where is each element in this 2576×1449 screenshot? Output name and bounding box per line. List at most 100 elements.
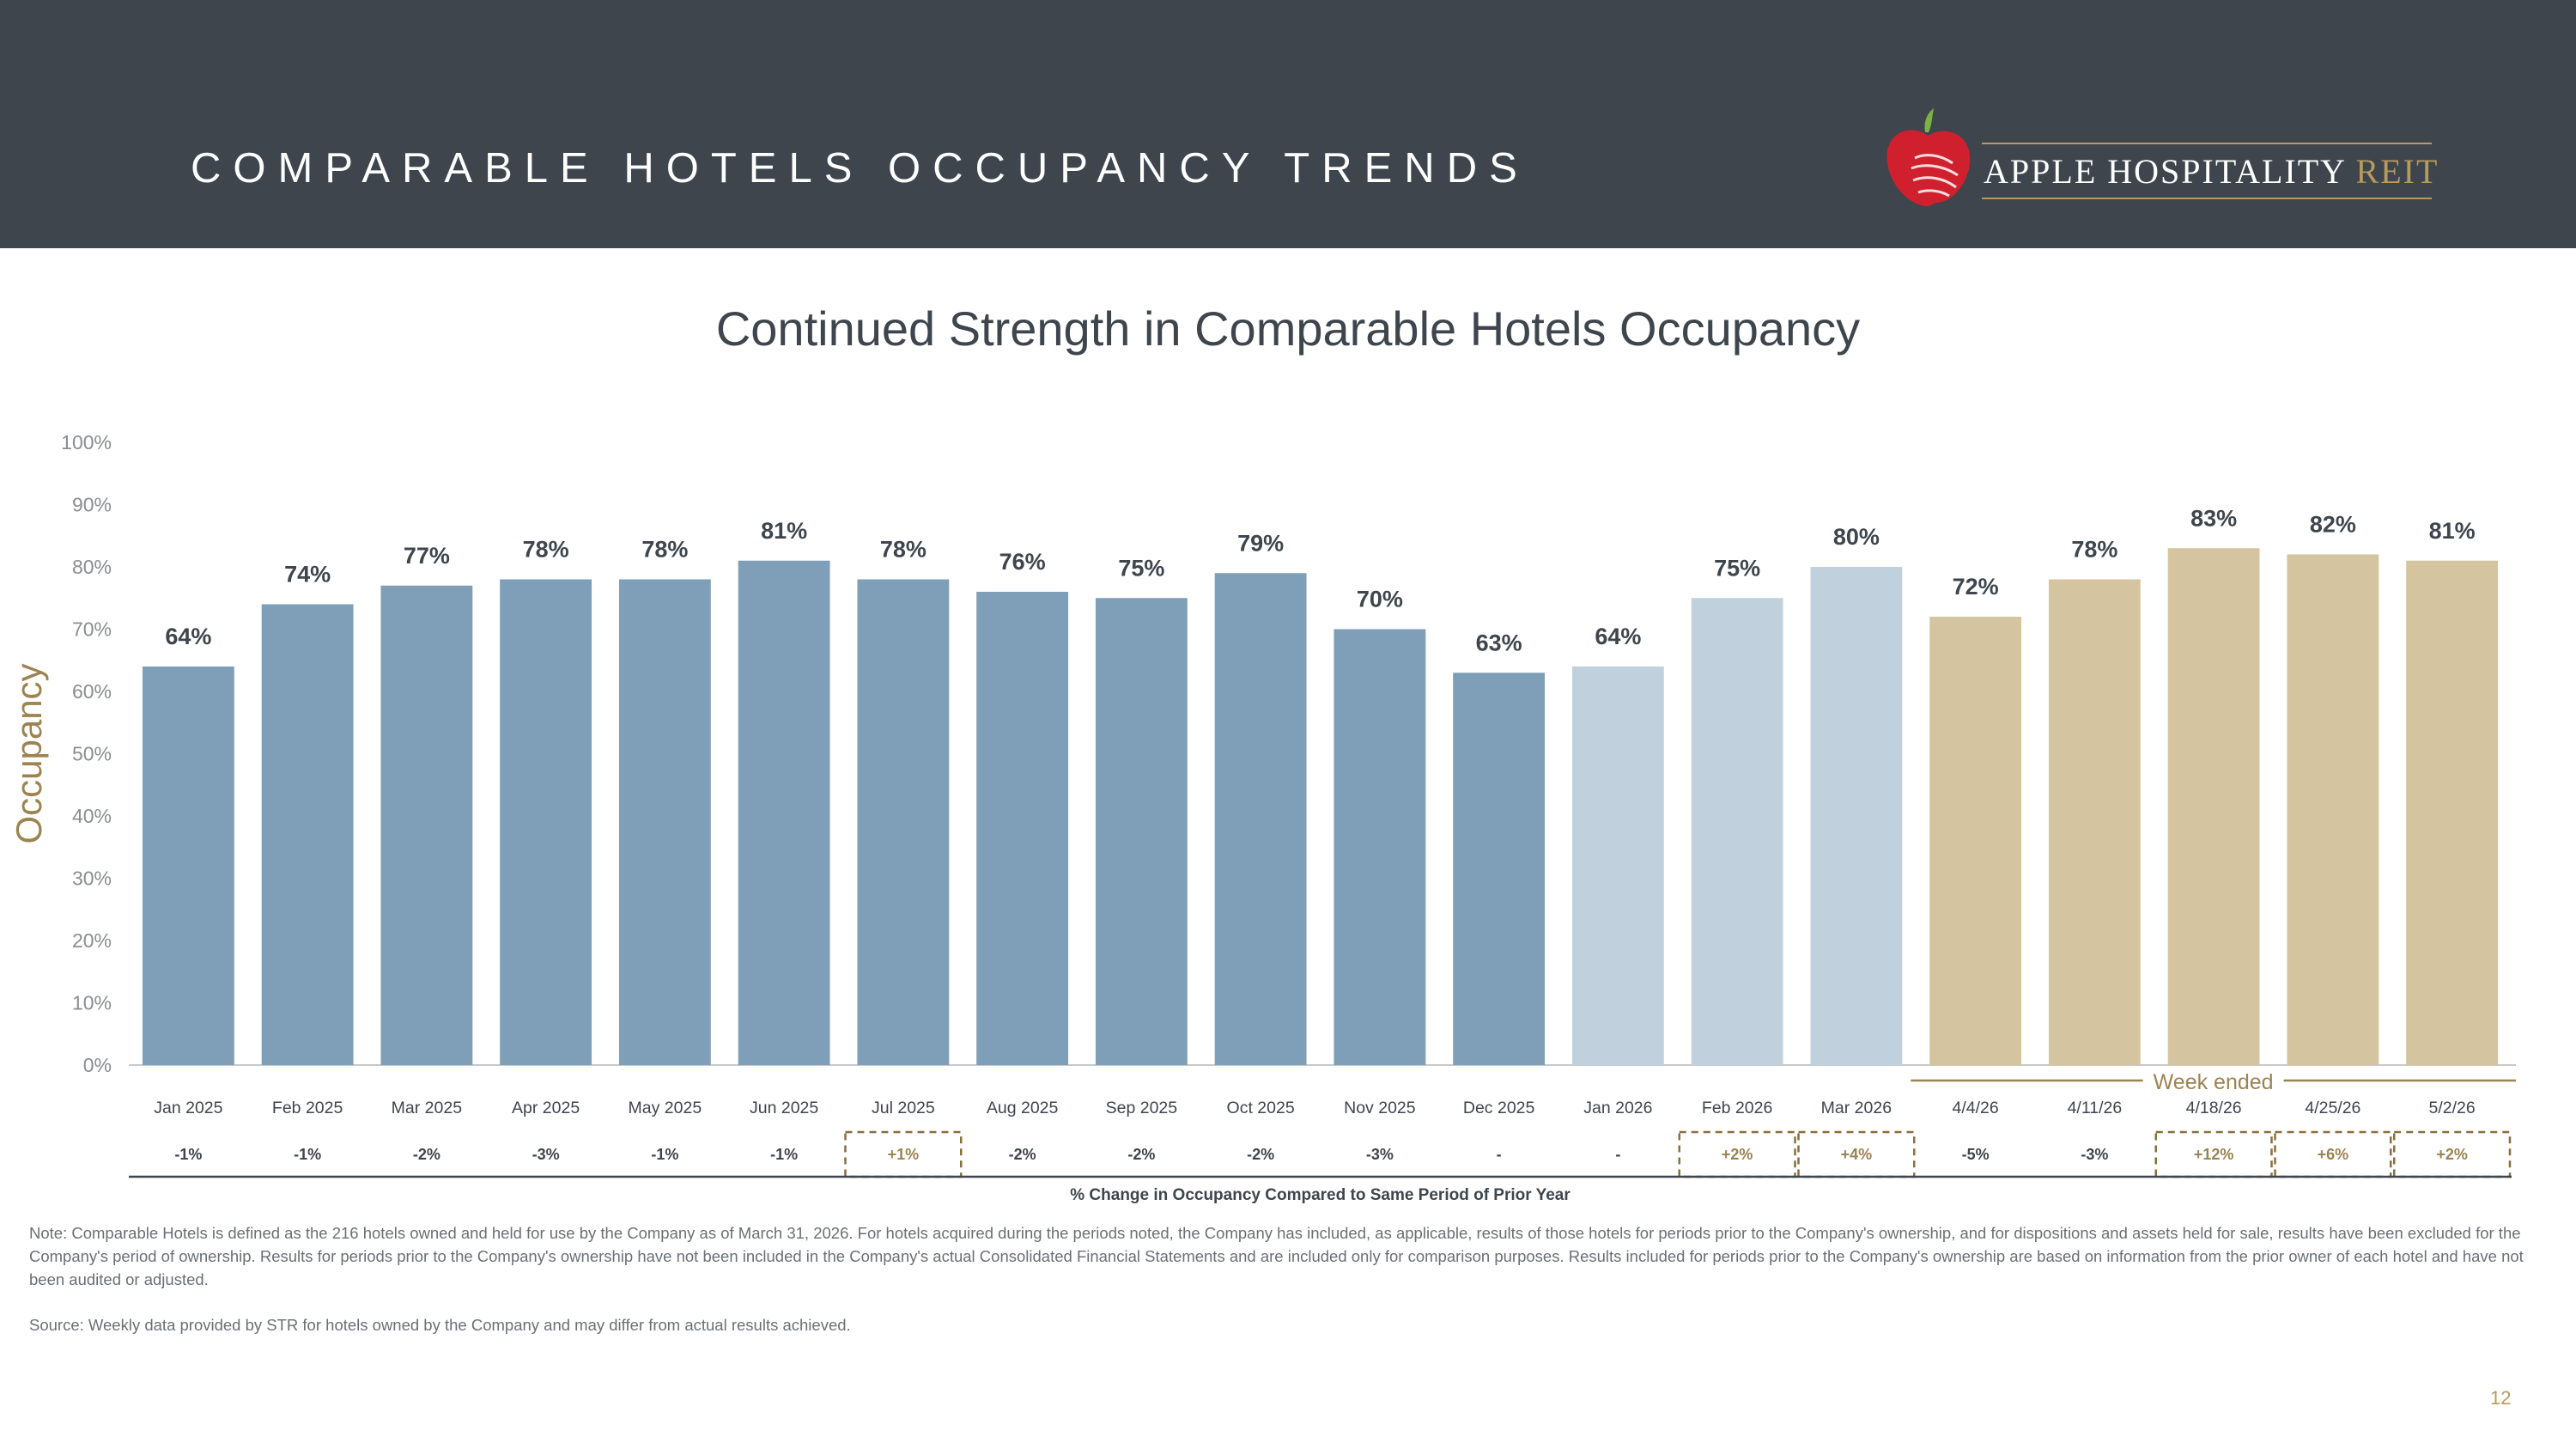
- x-tick-label: 4/4/26: [1953, 1099, 1999, 1117]
- bar-data-label: 82%: [2310, 512, 2356, 538]
- yoy-change-value: -2%: [413, 1146, 440, 1163]
- bar-data-label: 78%: [523, 537, 569, 563]
- y-tick-label: 20%: [72, 929, 112, 952]
- bar-data-label: 75%: [1118, 555, 1164, 581]
- bar: [2406, 560, 2499, 1065]
- x-tick-label: 4/11/26: [2068, 1099, 2123, 1117]
- y-tick-label: 30%: [72, 868, 112, 890]
- yoy-change-value: -2%: [1009, 1146, 1036, 1163]
- yoy-change-value: -3%: [532, 1146, 560, 1163]
- bar-data-label: 64%: [1595, 624, 1641, 649]
- bar-data-label: 75%: [1714, 555, 1760, 581]
- x-tick-label: Jul 2025: [872, 1099, 935, 1117]
- x-tick-label: Apr 2025: [512, 1099, 580, 1117]
- x-tick-label: 4/18/26: [2186, 1099, 2242, 1117]
- yoy-change-value: -2%: [1127, 1146, 1155, 1163]
- bar: [2287, 554, 2379, 1065]
- x-tick-label: Oct 2025: [1227, 1099, 1295, 1117]
- x-tick-label: Mar 2026: [1821, 1099, 1892, 1117]
- yoy-change-value: +2%: [2436, 1146, 2468, 1163]
- bar: [1214, 573, 1307, 1065]
- yoy-caption: % Change in Occupancy Compared to Same P…: [1070, 1186, 1571, 1204]
- bar: [2048, 579, 2141, 1065]
- logo-accent-text: REIT: [2355, 152, 2439, 191]
- yoy-change-value: -1%: [651, 1146, 678, 1163]
- bar: [857, 579, 950, 1065]
- bar-data-label: 64%: [165, 624, 211, 649]
- yoy-change-value: +4%: [1841, 1146, 1873, 1163]
- y-tick-label: 50%: [72, 743, 112, 765]
- yoy-change-value: -: [1497, 1146, 1502, 1163]
- logo-wordmark: APPLE HOSPITALITY REIT: [1984, 151, 2439, 192]
- yoy-change-value: -: [1615, 1146, 1620, 1163]
- x-tick-label: Jan 2026: [1583, 1099, 1652, 1117]
- yoy-change-value: -5%: [1962, 1146, 1990, 1163]
- x-tick-label: Mar 2025: [392, 1099, 463, 1117]
- x-tick-label: Jan 2025: [154, 1099, 222, 1117]
- x-tick-label: Aug 2025: [987, 1099, 1059, 1117]
- x-tick-label: May 2025: [629, 1099, 702, 1117]
- yoy-change-value: -1%: [770, 1146, 798, 1163]
- bar: [261, 604, 354, 1065]
- yoy-change-value: +6%: [2318, 1146, 2349, 1163]
- yoy-change-value: -2%: [1247, 1146, 1274, 1163]
- bar: [1810, 567, 1903, 1065]
- bar-data-label: 78%: [880, 537, 927, 563]
- footnote: Note: Comparable Hotels is defined as th…: [29, 1224, 2524, 1288]
- bar-data-label: 83%: [2190, 505, 2237, 531]
- y-axis-label: Occupancy: [9, 663, 49, 843]
- bar-data-label: 80%: [1833, 524, 1880, 550]
- y-tick-label: 40%: [72, 805, 112, 827]
- company-logo: APPLE HOSPITALITY REIT: [1880, 107, 2447, 211]
- y-tick-label: 60%: [72, 680, 112, 703]
- occupancy-bar-chart: Occupancy 0% 10% 20% 30% 40% 50% 60% 70% 80% 90% 10…: [9, 431, 2516, 1204]
- source-note: Source: Weekly data provided by STR for …: [29, 1316, 851, 1334]
- yoy-change-value: -3%: [2081, 1146, 2108, 1163]
- bar: [1334, 629, 1426, 1065]
- y-tick-label: 0%: [83, 1054, 112, 1076]
- bar-data-label: 79%: [1237, 530, 1284, 556]
- y-tick-label: 100%: [61, 431, 112, 454]
- x-tick-label: Sep 2025: [1106, 1099, 1178, 1117]
- yoy-change-value: +12%: [2194, 1146, 2234, 1163]
- yoy-change-value: +2%: [1722, 1146, 1753, 1163]
- bar: [738, 560, 830, 1065]
- bar: [142, 667, 234, 1065]
- yoy-change-value: -1%: [174, 1146, 202, 1163]
- page-number: 12: [2490, 1387, 2512, 1409]
- bar-data-label: 81%: [2429, 518, 2476, 544]
- bar-data-label: 77%: [404, 543, 450, 569]
- bar: [1691, 598, 1783, 1065]
- bar-data-label: 72%: [1953, 574, 1999, 600]
- bar-data-label: 78%: [2071, 537, 2117, 563]
- header-bar: COMPARABLE HOTELS OCCUPANCY TRENDS APPLE…: [0, 0, 2576, 248]
- x-tick-label: Nov 2025: [1344, 1099, 1416, 1117]
- bar: [1453, 673, 1546, 1065]
- x-tick-label: Jun 2025: [750, 1099, 818, 1117]
- bar: [618, 579, 711, 1065]
- y-tick-label: 70%: [72, 618, 112, 641]
- week-ended-label: Week ended: [2154, 1070, 2274, 1094]
- yoy-change-value: +1%: [888, 1146, 920, 1163]
- bar: [976, 592, 1069, 1065]
- bar: [1095, 598, 1188, 1065]
- x-tick-label: Feb 2026: [1702, 1099, 1772, 1117]
- bar-data-label: 70%: [1357, 587, 1403, 612]
- x-tick-label: 5/2/26: [2429, 1099, 2476, 1117]
- y-tick-label: 10%: [72, 992, 112, 1014]
- bar-data-label: 81%: [761, 518, 807, 544]
- logo-rule-top: [1982, 143, 2432, 144]
- page-title: COMPARABLE HOTELS OCCUPANCY TRENDS: [191, 145, 1529, 192]
- yoy-change-value: -1%: [294, 1146, 321, 1163]
- bar: [1571, 667, 1664, 1065]
- x-tick-label: Feb 2025: [272, 1099, 343, 1117]
- logo-main-text: APPLE HOSPITALITY: [1984, 152, 2346, 191]
- apple-icon: [1886, 108, 1971, 207]
- bar: [1929, 617, 2022, 1065]
- y-tick-label: 90%: [72, 494, 112, 516]
- logo-rule-bottom: [1982, 198, 2432, 199]
- x-tick-label: Dec 2025: [1463, 1099, 1535, 1117]
- x-tick-label: 4/25/26: [2305, 1099, 2360, 1117]
- bar-data-label: 63%: [1476, 630, 1522, 655]
- bar-data-label: 76%: [999, 549, 1046, 575]
